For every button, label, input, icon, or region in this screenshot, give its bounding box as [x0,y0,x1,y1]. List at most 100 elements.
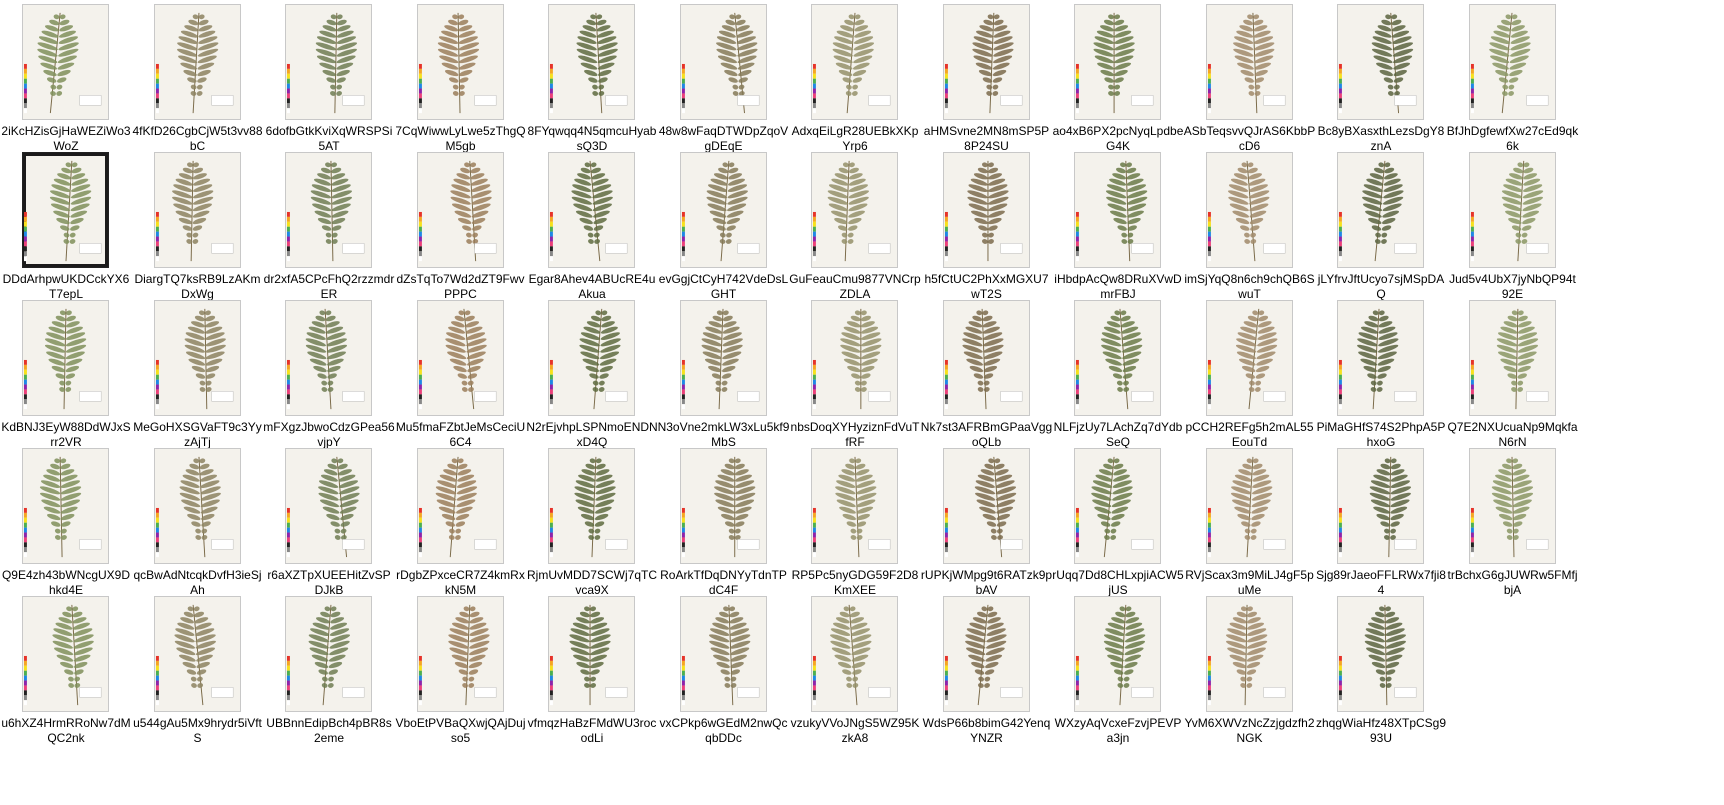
file-thumbnail[interactable] [1337,596,1424,712]
file-thumbnail[interactable] [22,4,109,120]
file-item[interactable]: rDgbZPxceCR7Z4kmRxkN5M [395,444,527,604]
file-thumbnail[interactable] [416,596,504,712]
file-thumbnail[interactable] [416,300,504,416]
file-thumbnail[interactable] [22,300,109,416]
file-item[interactable]: WXzyAqVcxeFzvjPEVPa3jn [1052,592,1184,752]
file-item[interactable]: trBchxG6gJUWRw5FMfjbjA [1447,444,1579,604]
file-thumbnail[interactable] [1468,448,1556,564]
file-item[interactable]: vfmqzHaBzFMdWU3rocodLi [526,592,658,752]
file-item[interactable]: Sjg89rJaeoFFLRWx7fji84 [1315,444,1447,604]
file-thumbnail[interactable] [679,300,767,416]
file-thumbnail[interactable] [1074,596,1161,712]
file-thumbnail[interactable] [153,152,241,268]
file-thumbnail[interactable] [1205,448,1293,564]
file-item[interactable]: qcBwAdNtcqkDvfH3ieSjAh [132,444,264,604]
file-thumbnail[interactable] [1468,4,1556,120]
file-item[interactable]: iHbdpAcQw8DRuXVwDmrFBJ [1052,148,1184,308]
file-item[interactable]: 8FYqwqq4N5qmcuHyabsQ3D [526,0,658,160]
file-item[interactable]: Jud5v4UbX7jyNbQP94t92E [1447,148,1579,308]
file-item[interactable]: 48w8wFaqDTWDpZqoVgDEqE [658,0,790,160]
file-item[interactable]: ASbTeqsvvQJrAS6KbbPcD6 [1184,0,1316,160]
file-item[interactable]: r6aXZTpXUEEHitZvSPDJkB [263,444,395,604]
file-thumbnail[interactable] [1337,152,1424,268]
file-item[interactable]: 6dofbGtkKviXqWRSPSi5AT [263,0,395,160]
file-thumbnail[interactable] [679,596,767,712]
file-item[interactable]: N3oVne2mkLW3xLu5kf9MbS [658,296,790,456]
file-thumbnail[interactable] [1205,300,1293,416]
file-thumbnail[interactable] [285,4,372,120]
file-thumbnail[interactable] [1074,300,1161,416]
file-item[interactable]: evGgjCtCyH742VdeDsLGHT [658,148,790,308]
file-thumbnail[interactable] [548,4,635,120]
file-item[interactable]: N2rEjvhpLSPNmoENDNxD4Q [526,296,658,456]
file-thumbnail[interactable] [1337,4,1424,120]
file-item[interactable]: YvM6XWVzNcZzjgdzfh2NGK [1184,592,1316,752]
file-thumbnail[interactable] [679,4,767,120]
file-thumbnail[interactable] [548,596,635,712]
file-thumbnail[interactable] [942,152,1030,268]
file-thumbnail[interactable] [1074,152,1161,268]
file-thumbnail[interactable] [811,300,898,416]
file-thumbnail[interactable] [416,448,504,564]
file-thumbnail[interactable] [942,4,1030,120]
file-item[interactable]: RP5Pc5nyGDG59F2D8KmXEE [789,444,921,604]
file-item[interactable]: GuFeauCmu9877VNCrpZDLA [789,148,921,308]
file-item[interactable]: Q9E4zh43bWNcgUX9Dhkd4E [0,444,132,604]
file-item[interactable]: MeGoHXSGVaFT9c3YyzAjTj [132,296,264,456]
file-item[interactable]: rUqq7Dd8CHLxpjiACW5jUS [1052,444,1184,604]
file-item[interactable]: Bc8yBXasxthLezsDgY8znA [1315,0,1447,160]
file-item[interactable]: pCCH2REFg5h2mAL55EouTd [1184,296,1316,456]
file-item[interactable]: vxCPkp6wGEdM2nwQcqbDDc [658,592,790,752]
file-thumbnail[interactable] [22,448,109,564]
file-thumbnail[interactable] [942,596,1030,712]
file-thumbnail[interactable] [811,152,898,268]
file-thumbnail[interactable] [416,4,504,120]
file-thumbnail[interactable] [153,448,241,564]
file-thumbnail[interactable] [942,448,1030,564]
file-item[interactable]: KdBNJ3EyW88DdWJxSrr2VR [0,296,132,456]
file-thumbnail[interactable] [548,152,635,268]
file-item[interactable]: Egar8Ahev4ABUcRE4uAkua [526,148,658,308]
file-item[interactable]: jLYfrvJftUcyo7sjMSpDAQ [1315,148,1447,308]
file-item[interactable]: 4fKfD26CgbCjW5t3vv88bC [132,0,264,160]
file-item[interactable]: DDdArhpwUKDCckYX6T7epL [0,148,132,308]
file-thumbnail[interactable] [1337,448,1424,564]
file-item[interactable]: NLFjzUy7LAchZq7dYdbSeQ [1052,296,1184,456]
file-thumbnail[interactable] [285,300,372,416]
file-thumbnail[interactable] [1074,4,1161,120]
file-thumbnail[interactable] [22,152,109,268]
file-item[interactable]: dZsTqTo7Wd2dZT9FwvPPPC [395,148,527,308]
file-thumbnail[interactable] [285,152,372,268]
file-thumbnail[interactable] [679,448,767,564]
file-thumbnail[interactable] [811,448,898,564]
file-item[interactable]: 2iKcHZisGjHaWEZiWo3WoZ [0,0,132,160]
file-item[interactable]: rUPKjWMpg9t6RATzk9pbAV [921,444,1053,604]
file-thumbnail[interactable] [153,300,241,416]
file-thumbnail[interactable] [1074,448,1161,564]
file-item[interactable]: mFXgzJbwoCdzGPea56vjpY [263,296,395,456]
file-item[interactable]: vzukyVVoJNgS5WZ95KzkA8 [789,592,921,752]
file-item[interactable]: RjmUvMDD7SCWj7qTCvca9X [526,444,658,604]
file-item[interactable]: 7CqWiwwLyLwe5zThgQM5gb [395,0,527,160]
file-thumbnail[interactable] [416,152,504,268]
file-thumbnail[interactable] [285,596,372,712]
file-item[interactable]: WdsP66b8bimG42YenqYNZR [921,592,1053,752]
file-thumbnail[interactable] [1205,4,1293,120]
file-item[interactable]: ao4xB6PX2pcNyqLpdbeG4K [1052,0,1184,160]
file-thumbnail[interactable] [548,448,635,564]
file-thumbnail[interactable] [153,4,241,120]
file-thumbnail[interactable] [811,596,898,712]
file-thumbnail[interactable] [285,448,372,564]
file-thumbnail[interactable] [679,152,767,268]
file-item[interactable]: RVjScax3m9MiLJ4gF5puMe [1184,444,1316,604]
file-item[interactable]: dr2xfA5CPcFhQ2rzzmdrER [263,148,395,308]
file-item[interactable]: BfJhDgfewfXw27cEd9qk6k [1447,0,1579,160]
file-item[interactable]: aHMSvne2MN8mSP5P8P24SU [921,0,1053,160]
file-item[interactable]: h5fCtUC2PhXxMGXU7wT2S [921,148,1053,308]
file-item[interactable]: Mu5fmaFZbtJeMsCeciU6C4 [395,296,527,456]
file-thumbnail[interactable] [1468,300,1556,416]
file-item[interactable]: zhqgWiaHfz48XTpCSg993U [1315,592,1447,752]
file-item[interactable]: imSjYqQ8n6ch9chQB6SwuT [1184,148,1316,308]
file-thumbnail[interactable] [1205,152,1293,268]
file-item[interactable]: nbsDoqXYHyziznFdVuTfRF [789,296,921,456]
